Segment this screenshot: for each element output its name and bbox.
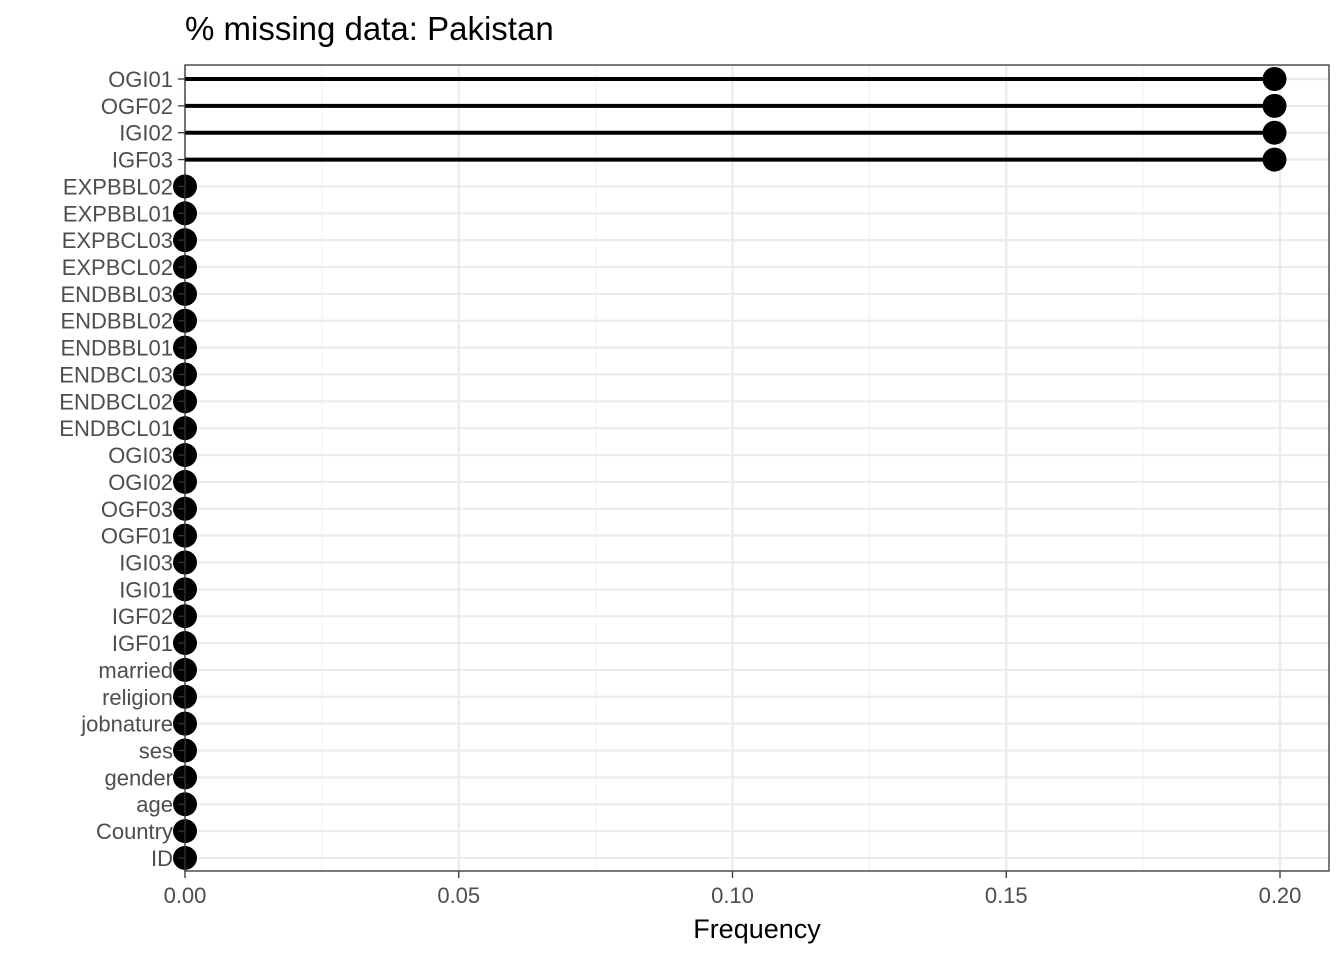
y-tick-label: OGF02 bbox=[101, 94, 173, 119]
stems bbox=[185, 77, 1275, 162]
y-tick-label: ENDBCL03 bbox=[59, 362, 173, 387]
y-tick-label: jobnature bbox=[80, 712, 173, 737]
x-tick-label: 0.10 bbox=[711, 883, 754, 908]
point-OGI01 bbox=[1262, 67, 1287, 91]
y-tick-label: IGI01 bbox=[119, 577, 173, 602]
y-tick-label: IGF02 bbox=[112, 604, 173, 629]
y-tick-label: IGF03 bbox=[112, 148, 173, 173]
y-tick-label: EXPBCL03 bbox=[62, 228, 173, 253]
y-axis: OGI01OGF02IGI02IGF03EXPBBL02EXPBBL01EXPB… bbox=[59, 67, 185, 871]
y-tick-label: ses bbox=[139, 739, 173, 764]
y-tick-label: ENDBCL01 bbox=[59, 416, 173, 441]
y-tick-label: EXPBBL01 bbox=[63, 201, 173, 226]
x-tick-label: 0.00 bbox=[164, 883, 207, 908]
x-axis-label: Frequency bbox=[693, 914, 821, 944]
y-tick-label: ENDBCL02 bbox=[59, 389, 173, 414]
point-OGF02 bbox=[1262, 93, 1287, 118]
y-tick-label: married bbox=[98, 658, 173, 683]
y-tick-label: EXPBBL02 bbox=[63, 174, 173, 199]
y-tick-label: OGI03 bbox=[108, 443, 173, 468]
grid bbox=[183, 65, 1329, 871]
y-tick-label: ENDBBL02 bbox=[60, 309, 173, 334]
y-tick-label: EXPBCL02 bbox=[62, 255, 173, 280]
y-tick-label: gender bbox=[104, 765, 173, 790]
y-tick-label: ENDBBL01 bbox=[60, 336, 173, 361]
y-tick-label: OGF03 bbox=[101, 497, 173, 522]
points bbox=[173, 67, 1287, 870]
y-tick-label: ID bbox=[151, 846, 173, 871]
chart-title: % missing data: Pakistan bbox=[185, 10, 554, 47]
y-tick-label: OGI02 bbox=[108, 470, 173, 495]
y-tick-label: IGI02 bbox=[119, 121, 173, 146]
point-IGI02 bbox=[1262, 120, 1287, 145]
y-tick-label: IGI03 bbox=[119, 550, 173, 575]
panel-border bbox=[184, 64, 1330, 872]
y-tick-label: OGI01 bbox=[108, 67, 173, 92]
x-axis: 0.00 0.05 0.10 0.15 0.20 bbox=[164, 871, 1302, 908]
y-tick-label: IGF01 bbox=[112, 631, 173, 656]
y-tick-label: age bbox=[136, 792, 173, 817]
y-tick-label: Country bbox=[96, 819, 173, 844]
x-tick-label: 0.20 bbox=[1259, 883, 1302, 908]
y-tick-label: OGF01 bbox=[101, 524, 173, 549]
x-tick-label: 0.15 bbox=[985, 883, 1028, 908]
y-tick-label: ENDBBL03 bbox=[60, 282, 173, 307]
point-IGF03 bbox=[1262, 147, 1287, 172]
x-tick-label: 0.05 bbox=[437, 883, 480, 908]
y-tick-label: religion bbox=[102, 685, 173, 710]
